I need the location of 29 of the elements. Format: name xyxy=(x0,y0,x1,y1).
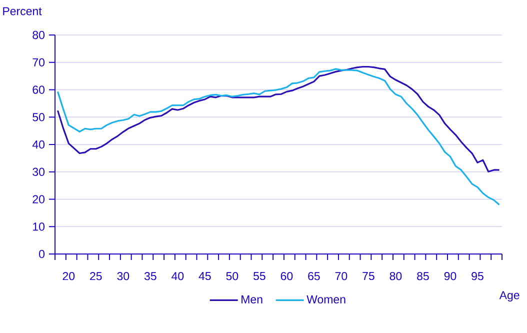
legend-label: Men xyxy=(242,295,262,304)
y-tick-label: 30 xyxy=(32,168,45,176)
y-axis-title: Percent xyxy=(3,7,42,16)
y-tick-label: 70 xyxy=(32,58,45,66)
x-tick-label: 70 xyxy=(335,272,348,280)
x-tick-label: 95 xyxy=(472,272,484,280)
x-tick-label: 65 xyxy=(308,272,320,280)
x-axis-title: Age xyxy=(499,291,520,302)
x-tick-label: 25 xyxy=(90,272,102,280)
x-tick-label: 75 xyxy=(362,272,374,280)
y-tick-label: 80 xyxy=(32,30,45,40)
y-tick-label: 20 xyxy=(32,195,45,204)
y-tick-label: 0 xyxy=(39,250,45,258)
x-tick-label: 90 xyxy=(444,272,456,280)
x-tick-label: 55 xyxy=(253,272,266,280)
y-tick-label: 10 xyxy=(33,222,45,231)
x-tick-label: 60 xyxy=(280,272,293,280)
y-tick-label: 40 xyxy=(32,140,45,149)
x-tick-label: 45 xyxy=(198,272,211,280)
x-tick-label: 85 xyxy=(417,272,429,280)
x-tick-label: 40 xyxy=(172,272,184,280)
x-tick-label: 80 xyxy=(390,272,402,280)
x-tick-label: 30 xyxy=(117,272,130,280)
y-tick-label: 50 xyxy=(32,113,45,122)
x-tick-label: 35 xyxy=(144,272,156,280)
legend-label: Women xyxy=(306,295,346,304)
x-tick-label: 50 xyxy=(226,272,238,280)
x-tick-label: 20 xyxy=(62,272,75,280)
y-tick-label: 60 xyxy=(32,86,45,94)
